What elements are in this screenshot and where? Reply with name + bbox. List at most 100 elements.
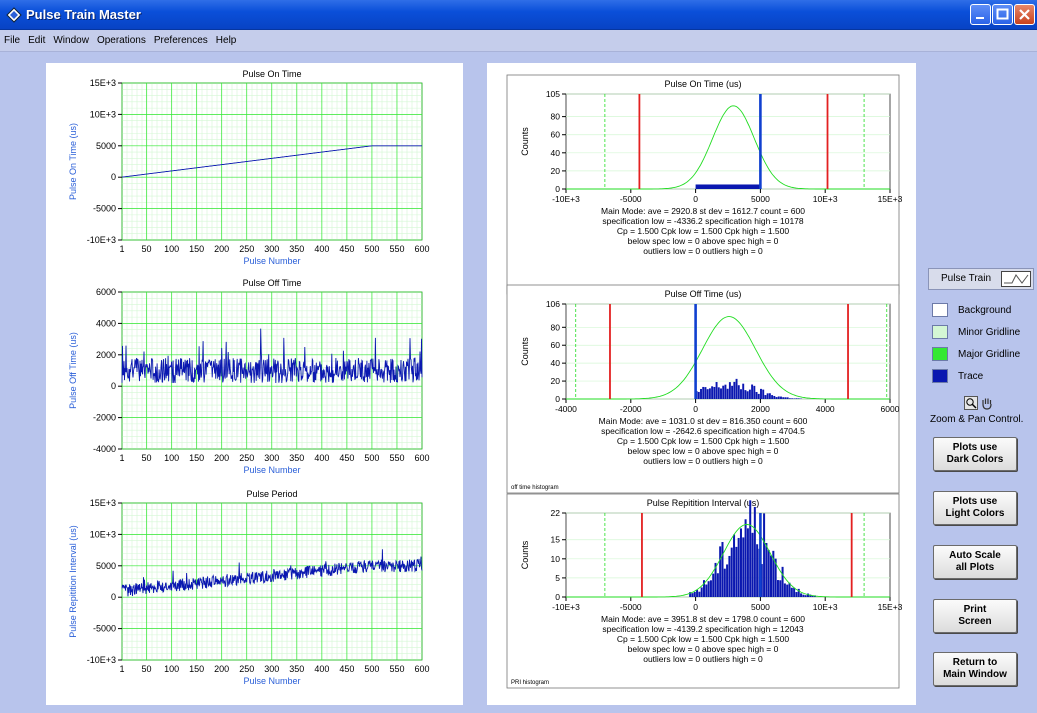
y-tick-label: 0 [111,381,116,391]
histogram-bar [742,383,745,399]
chart-title: Pulse Off Time [243,278,302,288]
y-tick-label: 40 [551,148,561,158]
x-tick-label: 450 [339,453,354,463]
x-tick-label: 200 [214,664,229,674]
stats-line: outliers low = 0 outliers high = 0 [643,654,763,664]
major-gridline-label: Major Gridline [958,349,1021,360]
y-tick-label: 5 [555,573,560,583]
x-tick-label: 0 [693,404,698,414]
x-tick-label: 0 [693,194,698,204]
x-tick-label: 50 [142,244,152,254]
data-trace [122,145,422,178]
x-tick-label: 350 [289,664,304,674]
x-tick-label: 450 [339,244,354,254]
y-tick-label: -10E+3 [87,655,116,665]
histogram-bar [748,389,751,399]
pulse-train-selector[interactable]: Pulse Train [928,268,1034,290]
histogram-bar [693,591,696,597]
dark-colors-button[interactable]: Plots use Dark Colors [933,437,1017,471]
histogram-bar [730,547,733,597]
y-tick-label: 80 [551,322,561,332]
minimize-button[interactable] [970,4,991,25]
x-tick-label: 150 [189,664,204,674]
stats-line: Main Mode: ave = 2920.8 st dev = 1612.7 … [601,206,805,216]
histogram-bar [797,398,800,399]
histogram-title: Pulse Off Time (us) [665,289,742,299]
histogram-bar [717,387,720,399]
zoom-icon[interactable] [964,396,978,410]
x-tick-label: 100 [164,244,179,254]
histogram-bar [733,534,736,597]
menu-edit[interactable]: Edit [28,35,46,46]
x-tick-label: 10E+3 [813,194,838,204]
histogram-bar [756,544,759,597]
histogram-bar [713,386,716,399]
x-tick-label: 550 [389,244,404,254]
stats-line: specification low = -4336.2 specificatio… [602,216,804,226]
minor-gridline-swatch[interactable] [932,325,948,339]
print-screen-button[interactable]: Print Screen [933,599,1017,633]
histogram-bar [771,395,774,399]
histogram-bar [797,588,800,597]
zoom-pan-label: Zoom & Pan Control. [930,414,1024,425]
histogram-bar [781,566,784,597]
stats-line: Cp = 1.500 Cpk low = 1.500 Cpk high = 1.… [617,436,790,446]
pan-hand-icon[interactable] [980,396,994,410]
app-icon [6,7,22,23]
x-tick-label: 15E+3 [878,194,903,204]
y-tick-label: 10 [551,554,561,564]
histogram-bar [782,397,785,399]
major-gridline-swatch[interactable] [932,347,948,361]
menu-file[interactable]: File [4,35,21,46]
x-tick-label: 600 [414,453,429,463]
pulse-train-icon [1001,271,1031,287]
y-axis-label: Counts [520,127,530,156]
close-button[interactable] [1014,4,1035,25]
x-tick-label: 50 [142,664,152,674]
histogram-bar [702,580,705,597]
maximize-button[interactable] [992,4,1013,25]
x-tick-label: -5000 [620,194,642,204]
menu-preferences[interactable]: Preferences [153,35,208,46]
menu-operations[interactable]: Operations [96,35,146,46]
histogram-bar [802,594,805,597]
histogram-bar [742,537,745,597]
histogram-bar [719,546,722,597]
auto-scale-button[interactable]: Auto Scale all Plots [933,545,1017,579]
stats-line: outliers low = 0 outliers high = 0 [643,246,763,256]
histogram-bar [777,396,780,399]
x-tick-label: 550 [389,453,404,463]
histogram-bar [765,543,768,597]
x-tick-label: 250 [239,244,254,254]
histogram-bar [721,542,724,597]
histogram-bar [760,388,762,399]
menu-window[interactable]: Window [53,35,89,46]
histogram-bar [806,593,810,597]
background-color-swatch[interactable] [932,303,948,317]
histogram-bar [760,564,763,597]
y-tick-label: 0 [111,172,116,182]
trace-color-swatch[interactable] [932,369,948,383]
title-bar: Pulse Train Master [0,0,1037,30]
stats-line: Main Mode: ave = 1031.0 st dev = 816.350… [599,416,808,426]
histogram-bar [764,395,767,399]
stats-line: specification low = -2642.6 specificatio… [601,426,805,436]
histogram-bar [772,550,775,597]
x-tick-label: -10E+3 [552,602,580,612]
x-tick-label: 400 [314,244,329,254]
histogram-bar [746,528,749,597]
histogram-bar [722,385,725,399]
histogram-bar [809,594,812,597]
light-colors-button[interactable]: Plots use Light Colors [933,491,1017,525]
histogram-bar [716,573,719,597]
x-tick-label: 300 [264,453,279,463]
return-main-window-button[interactable]: Return to Main Window [933,652,1017,686]
stats-line: Main Mode: ave = 3951.8 st dev = 1798.0 … [601,614,805,624]
histogram-bar [783,583,786,597]
y-tick-label: 10E+3 [90,529,116,539]
menu-help[interactable]: Help [215,35,237,46]
